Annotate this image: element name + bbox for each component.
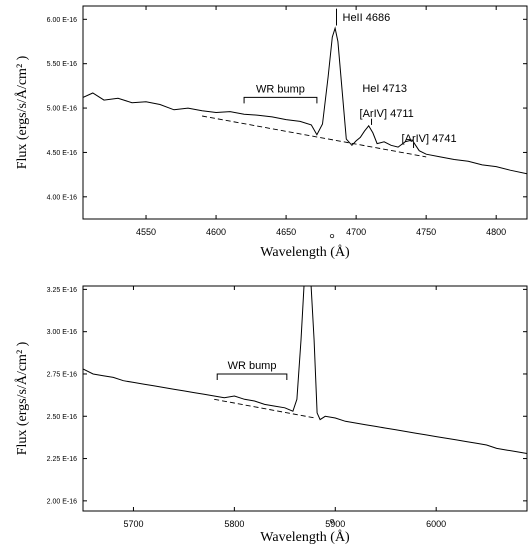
bottom-spectrum-panel: 5700 5800 5900 6000 2.00 E-16 2.25 E-16 2.50 E… (14, 285, 528, 545)
plot-area (83, 286, 527, 454)
x-axis-ring-glyph: ° (329, 517, 335, 532)
plot-frame (82, 285, 528, 512)
line-annotation: [ArIV] 4741 (402, 133, 457, 145)
plot-area (83, 26, 527, 175)
x-tick-label: 4600 (206, 227, 226, 237)
x-tick-label: 5800 (224, 519, 244, 529)
y-tick-label: 3.25 E-16 (47, 287, 77, 294)
continuum-fit-line (214, 398, 316, 419)
x-tick-label: 6000 (426, 519, 446, 529)
wr-bump-label: WR bump (228, 360, 277, 372)
x-tick-label: 4800 (486, 227, 506, 237)
wr-bump-label: WR bump (256, 83, 305, 95)
continuum-fit-line (202, 115, 427, 158)
spectrum-line (83, 26, 527, 175)
y-tick-label: 5.00 E-16 (47, 106, 77, 113)
y-tick-label: 6.00 E-16 (47, 17, 77, 24)
x-tick-label: 4750 (416, 227, 436, 237)
line-annotation: HeII 4686 (343, 12, 391, 24)
x-tick-label: 5700 (123, 519, 143, 529)
x-tick-label: 4650 (276, 227, 296, 237)
y-axis-title: Flux (ergs/s/Å/cm² ) (14, 55, 30, 169)
x-tick-label: 4700 (346, 227, 366, 237)
wr-bump-bracket (216, 373, 288, 380)
y-tick-label: 4.50 E-16 (47, 150, 77, 157)
y-tick-label: 2.50 E-16 (47, 414, 77, 421)
y-tick-label: 4.00 E-16 (47, 194, 77, 201)
x-axis-title: Wavelength (Å) (260, 529, 350, 545)
y-tick-label: 2.00 E-16 (47, 498, 77, 505)
y-tick-label: 3.00 E-16 (47, 329, 77, 336)
spectrum-line (83, 286, 527, 454)
line-annotation: [ArIV] 4711 (360, 108, 414, 120)
x-tick-label: 5900 (325, 519, 345, 529)
wr-bump-bracket (243, 96, 318, 104)
y-tick-label: 2.25 E-16 (47, 456, 77, 463)
y-tick-label: 2.75 E-16 (47, 371, 77, 378)
plot-frame (82, 5, 528, 220)
y-tick-label: 5.50 E-16 (47, 61, 77, 68)
x-axis-title: Wavelength (Å) (260, 244, 350, 260)
line-annotation: HeI 4713 (362, 83, 407, 95)
top-spectrum-panel: 4550 4600 4650 4700 4750 4800 4.00 E-16 4.50 E-… (14, 5, 528, 260)
x-axis-ring-glyph: ° (329, 232, 335, 247)
y-axis-title: Flux (ergs/s/Å/cm² ) (14, 341, 30, 455)
x-tick-label: 4550 (136, 227, 156, 237)
